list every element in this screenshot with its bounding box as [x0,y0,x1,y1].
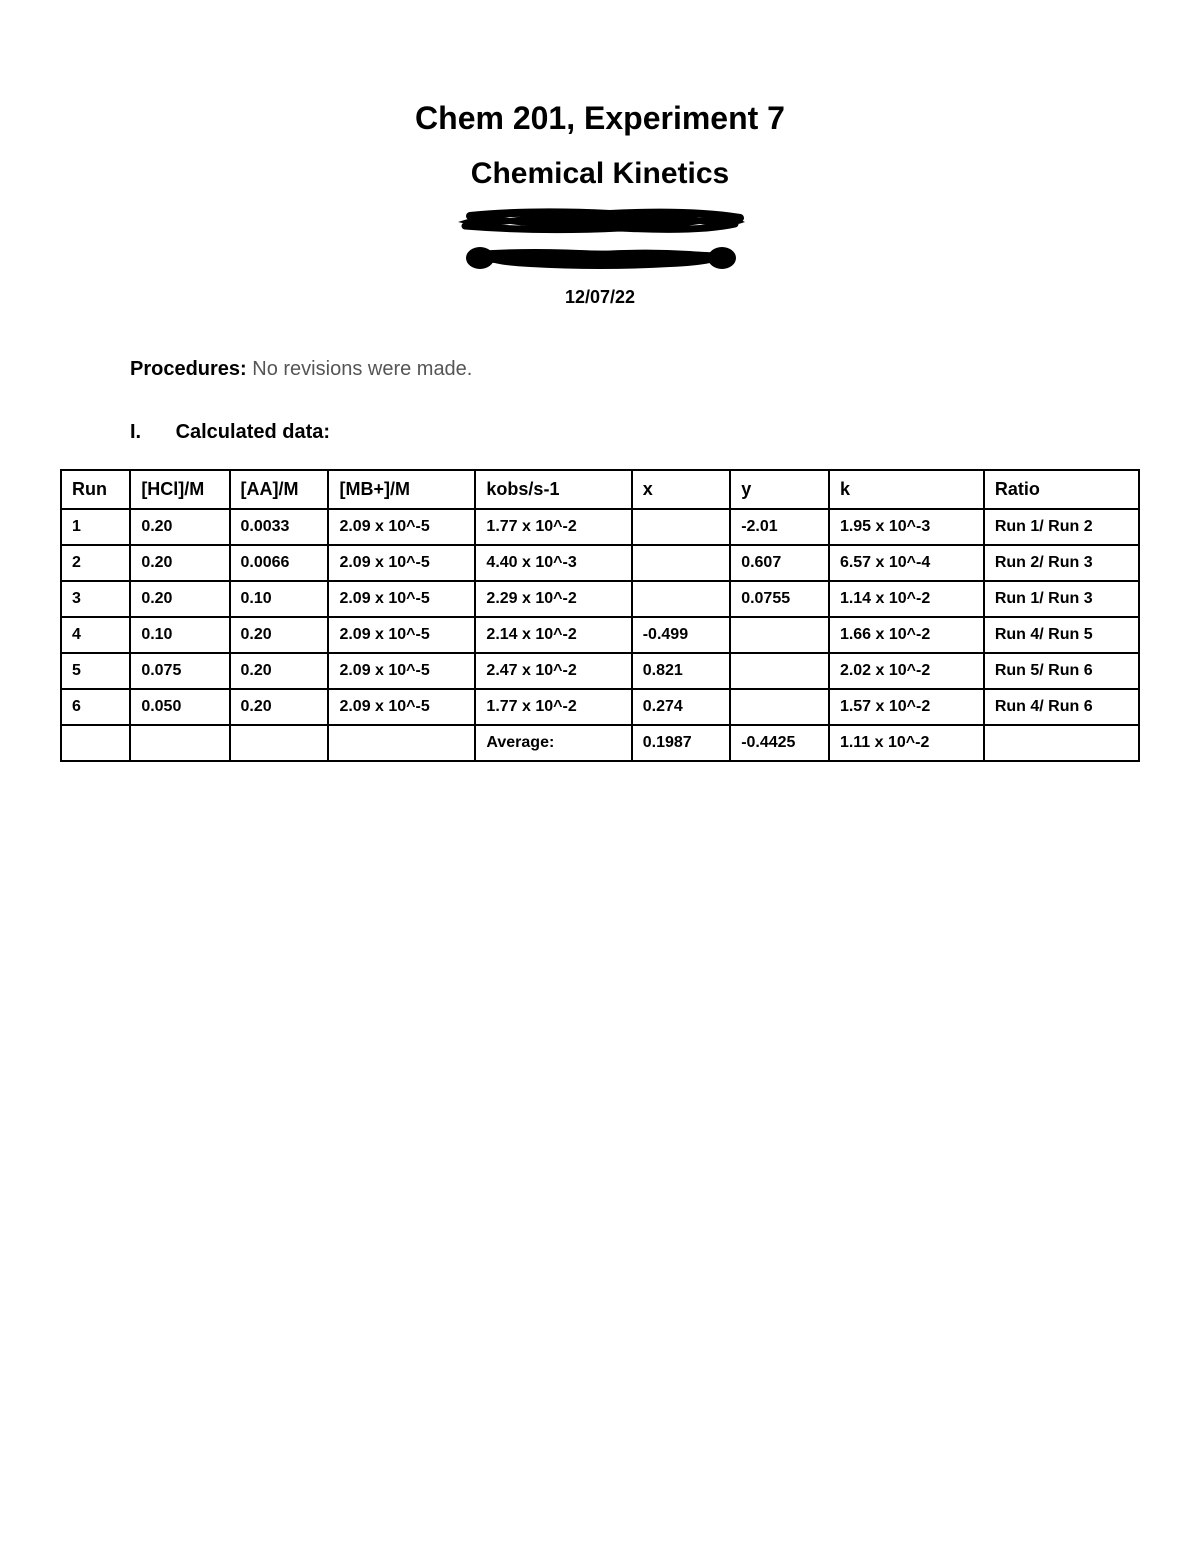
table-row: 4 0.10 0.20 2.09 x 10^-5 2.14 x 10^-2 -0… [61,617,1139,653]
table-cell: 0.20 [230,617,329,653]
table-cell: 0.20 [130,545,229,581]
document-header: Chem 201, Experiment 7 Chemical Kinetics… [60,100,1140,308]
table-cell: 2.14 x 10^-2 [475,617,631,653]
table-header-cell: y [730,470,829,509]
table-cell: 0.0066 [230,545,329,581]
procedures-line: Procedures: No revisions were made. [130,358,1140,381]
table-cell: 0.20 [130,509,229,545]
table-cell: Run 1/ Run 3 [984,581,1139,617]
table-row: 3 0.20 0.10 2.09 x 10^-5 2.29 x 10^-2 0.… [61,581,1139,617]
table-header-cell: [AA]/M [230,470,329,509]
redaction-line-1 [450,206,750,239]
procedures-label: Procedures: [130,358,247,380]
table-cell [984,725,1139,761]
section-title: Calculated data: [176,421,330,443]
table-header-cell: k [829,470,984,509]
table-cell: 1.77 x 10^-2 [475,509,631,545]
table-cell: 0.075 [130,653,229,689]
table-cell: 2.47 x 10^-2 [475,653,631,689]
table-header-cell: kobs/s-1 [475,470,631,509]
table-cell: -2.01 [730,509,829,545]
table-cell: 1 [61,509,130,545]
table-cell: Run 4/ Run 5 [984,617,1139,653]
procedures-text: No revisions were made. [247,358,473,380]
table-cell [230,725,329,761]
table-cell: Run 1/ Run 2 [984,509,1139,545]
table-cell [130,725,229,761]
table-cell: 2.09 x 10^-5 [328,509,475,545]
table-cell: 1.95 x 10^-3 [829,509,984,545]
table-cell: 0.0755 [730,581,829,617]
table-cell [632,545,730,581]
table-cell [730,653,829,689]
table-cell: 0.0033 [230,509,329,545]
table-header-cell: Ratio [984,470,1139,509]
table-cell [61,725,130,761]
table-row: 6 0.050 0.20 2.09 x 10^-5 1.77 x 10^-2 0… [61,689,1139,725]
table-cell [730,689,829,725]
table-cell: 0.274 [632,689,730,725]
table-cell: 1.11 x 10^-2 [829,725,984,761]
table-cell: 5 [61,653,130,689]
table-header-cell: [MB+]/M [328,470,475,509]
table-cell: 0.20 [230,653,329,689]
document-page: Chem 201, Experiment 7 Chemical Kinetics… [0,0,1200,822]
table-average-row: Average: 0.1987 -0.4425 1.11 x 10^-2 [61,725,1139,761]
table-cell [730,617,829,653]
table-cell: 2.09 x 10^-5 [328,689,475,725]
table-cell: 0.20 [230,689,329,725]
redaction-line-2 [460,245,740,276]
document-subtitle: Chemical Kinetics [60,157,1140,191]
section-heading: I. Calculated data: [130,421,1140,444]
table-cell: 2.02 x 10^-2 [829,653,984,689]
table-cell: 0.821 [632,653,730,689]
document-date: 12/07/22 [565,287,635,308]
calculated-data-table: Run [HCl]/M [AA]/M [MB+]/M kobs/s-1 x y … [60,469,1140,762]
table-cell [632,581,730,617]
table-cell: 6.57 x 10^-4 [829,545,984,581]
table-header-row: Run [HCl]/M [AA]/M [MB+]/M kobs/s-1 x y … [61,470,1139,509]
document-title: Chem 201, Experiment 7 [60,100,1140,137]
table-row: 5 0.075 0.20 2.09 x 10^-5 2.47 x 10^-2 0… [61,653,1139,689]
table-cell: 4 [61,617,130,653]
table-cell: 6 [61,689,130,725]
table-cell: 0.10 [230,581,329,617]
table-row: 1 0.20 0.0033 2.09 x 10^-5 1.77 x 10^-2 … [61,509,1139,545]
table-cell: 0.1987 [632,725,730,761]
table-cell: 2.09 x 10^-5 [328,581,475,617]
table-cell: 1.14 x 10^-2 [829,581,984,617]
table-cell: Run 2/ Run 3 [984,545,1139,581]
redacted-author-block: 12/07/22 [60,206,1140,308]
table-row: 2 0.20 0.0066 2.09 x 10^-5 4.40 x 10^-3 … [61,545,1139,581]
table-cell: 0.050 [130,689,229,725]
table-cell: Run 5/ Run 6 [984,653,1139,689]
table-header-cell: [HCl]/M [130,470,229,509]
table-cell: 2.09 x 10^-5 [328,617,475,653]
table-cell: Average: [475,725,631,761]
table-cell: -0.499 [632,617,730,653]
table-header-cell: x [632,470,730,509]
table-cell [632,509,730,545]
table-cell: 0.20 [130,581,229,617]
table-cell: 1.77 x 10^-2 [475,689,631,725]
table-cell: 0.607 [730,545,829,581]
section-roman: I. [130,421,170,444]
table-cell: 2 [61,545,130,581]
table-cell: 3 [61,581,130,617]
table-cell [328,725,475,761]
table-header-cell: Run [61,470,130,509]
table-cell: 1.66 x 10^-2 [829,617,984,653]
table-cell: 0.10 [130,617,229,653]
table-cell: 1.57 x 10^-2 [829,689,984,725]
table-cell: 2.09 x 10^-5 [328,653,475,689]
table-cell: Run 4/ Run 6 [984,689,1139,725]
table-body: 1 0.20 0.0033 2.09 x 10^-5 1.77 x 10^-2 … [61,509,1139,761]
table-cell: -0.4425 [730,725,829,761]
table-cell: 2.09 x 10^-5 [328,545,475,581]
table-cell: 4.40 x 10^-3 [475,545,631,581]
table-cell: 2.29 x 10^-2 [475,581,631,617]
